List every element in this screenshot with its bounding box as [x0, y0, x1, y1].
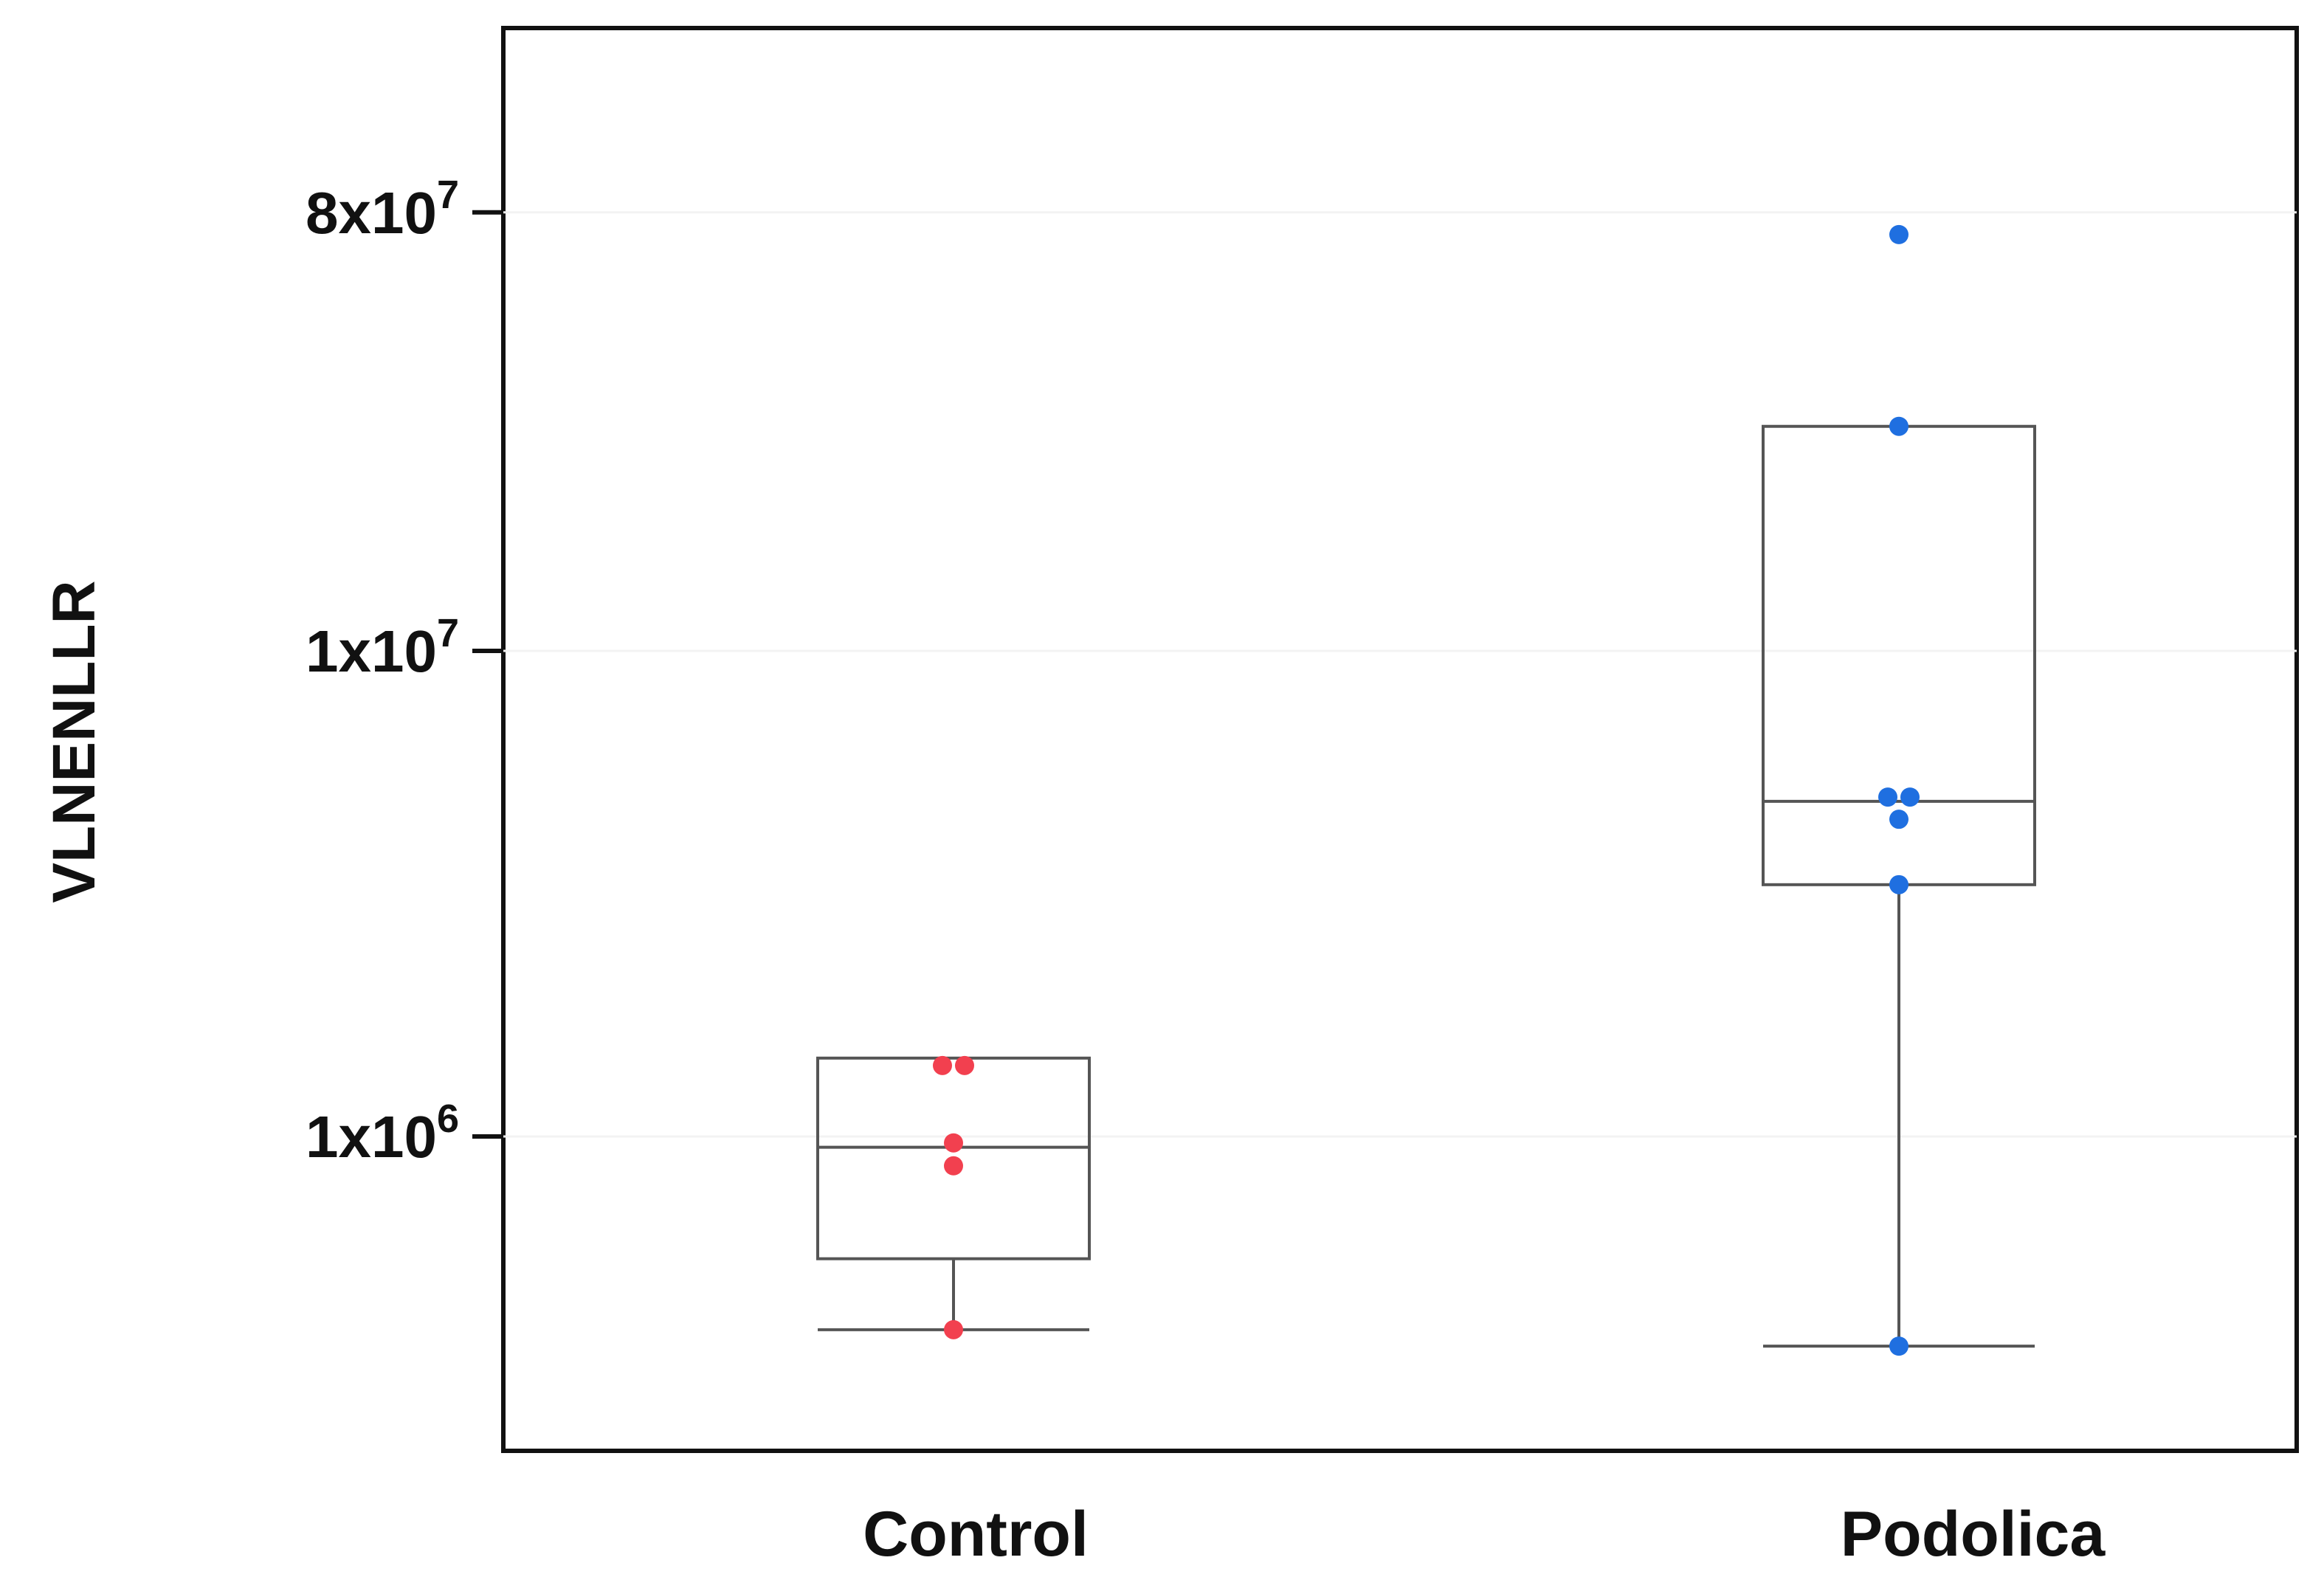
y-tick-exponent: 6 [437, 1097, 459, 1141]
data-points [933, 224, 1920, 1356]
data-point [944, 1156, 963, 1176]
y-tick-exponent: 7 [437, 611, 459, 655]
x-category-label: Control [863, 1499, 1089, 1570]
data-point [1900, 787, 1920, 807]
y-tick-exponent: 7 [437, 173, 459, 217]
y-tick-label: 1x106 [306, 1097, 459, 1170]
data-point [933, 1055, 952, 1075]
boxes [816, 424, 2036, 1348]
y-tick-label: 8x107 [306, 173, 459, 246]
y-axis-label: VLNENLLR [41, 580, 108, 903]
y-tick-mantissa: 1x10 [306, 1104, 437, 1170]
box-control [816, 1056, 1091, 1260]
x-axis-labels: Control Podolica [863, 1499, 2106, 1570]
data-point [1889, 810, 1908, 829]
data-point [955, 1055, 974, 1075]
x-category-label: Podolica [1841, 1499, 2106, 1570]
data-point [944, 1319, 963, 1339]
data-point [1889, 1336, 1908, 1356]
y-tick-mantissa: 1x10 [306, 618, 437, 684]
y-tick-label: 1x107 [306, 611, 459, 684]
data-point [944, 1133, 963, 1153]
plot-frame [501, 26, 2299, 1453]
data-point [1889, 224, 1908, 244]
data-point [1889, 874, 1908, 894]
y-tick-mantissa: 8x10 [306, 180, 437, 246]
data-point [1889, 416, 1908, 436]
data-point [1878, 787, 1897, 807]
